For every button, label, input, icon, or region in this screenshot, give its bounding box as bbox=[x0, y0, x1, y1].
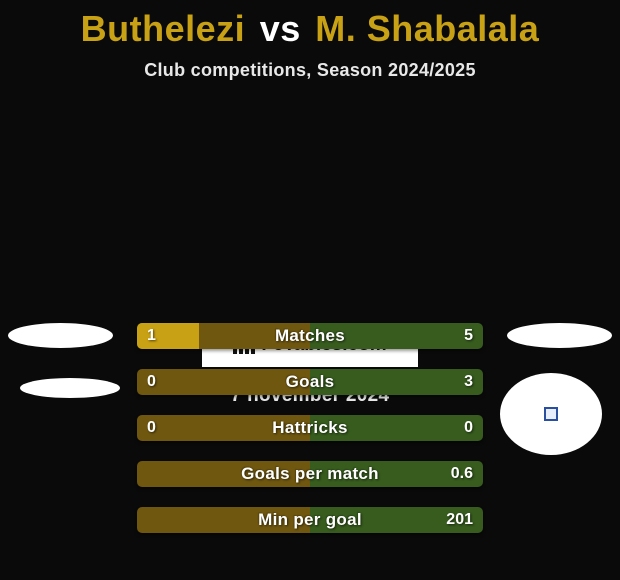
player2-avatar-shape-1 bbox=[507, 323, 612, 348]
player1-avatar-shape-1 bbox=[8, 323, 113, 348]
stat-row: 0.6Goals per match bbox=[137, 461, 483, 487]
player1-avatar-shape-2 bbox=[20, 378, 120, 398]
stat-label: Matches bbox=[137, 323, 483, 349]
stat-row: 00Hattricks bbox=[137, 415, 483, 441]
bars-container: 15Matches 03Goals 00Hattricks 0.6Goals per … bbox=[137, 323, 483, 553]
player1-name: Buthelezi bbox=[81, 8, 246, 49]
comparison-chart: 15Matches03Goals00Hattricks0.6Goals per … bbox=[0, 323, 620, 407]
player2-name: M. Shabalala bbox=[315, 8, 539, 49]
comparison-title: Buthelezi vs M. Shabalala bbox=[0, 0, 620, 50]
stat-label: Hattricks bbox=[137, 415, 483, 441]
subtitle: Club competitions, Season 2024/2025 bbox=[0, 60, 620, 81]
stat-row: 15Matches bbox=[137, 323, 483, 349]
placeholder-badge-icon bbox=[544, 407, 558, 421]
stat-label: Goals bbox=[137, 369, 483, 395]
stat-label: Goals per match bbox=[137, 461, 483, 487]
stat-row: 201Min per goal bbox=[137, 507, 483, 533]
player2-avatar-shape-2 bbox=[500, 373, 602, 455]
vs-label: vs bbox=[260, 8, 301, 49]
stat-row: 03Goals bbox=[137, 369, 483, 395]
stat-label: Min per goal bbox=[137, 507, 483, 533]
